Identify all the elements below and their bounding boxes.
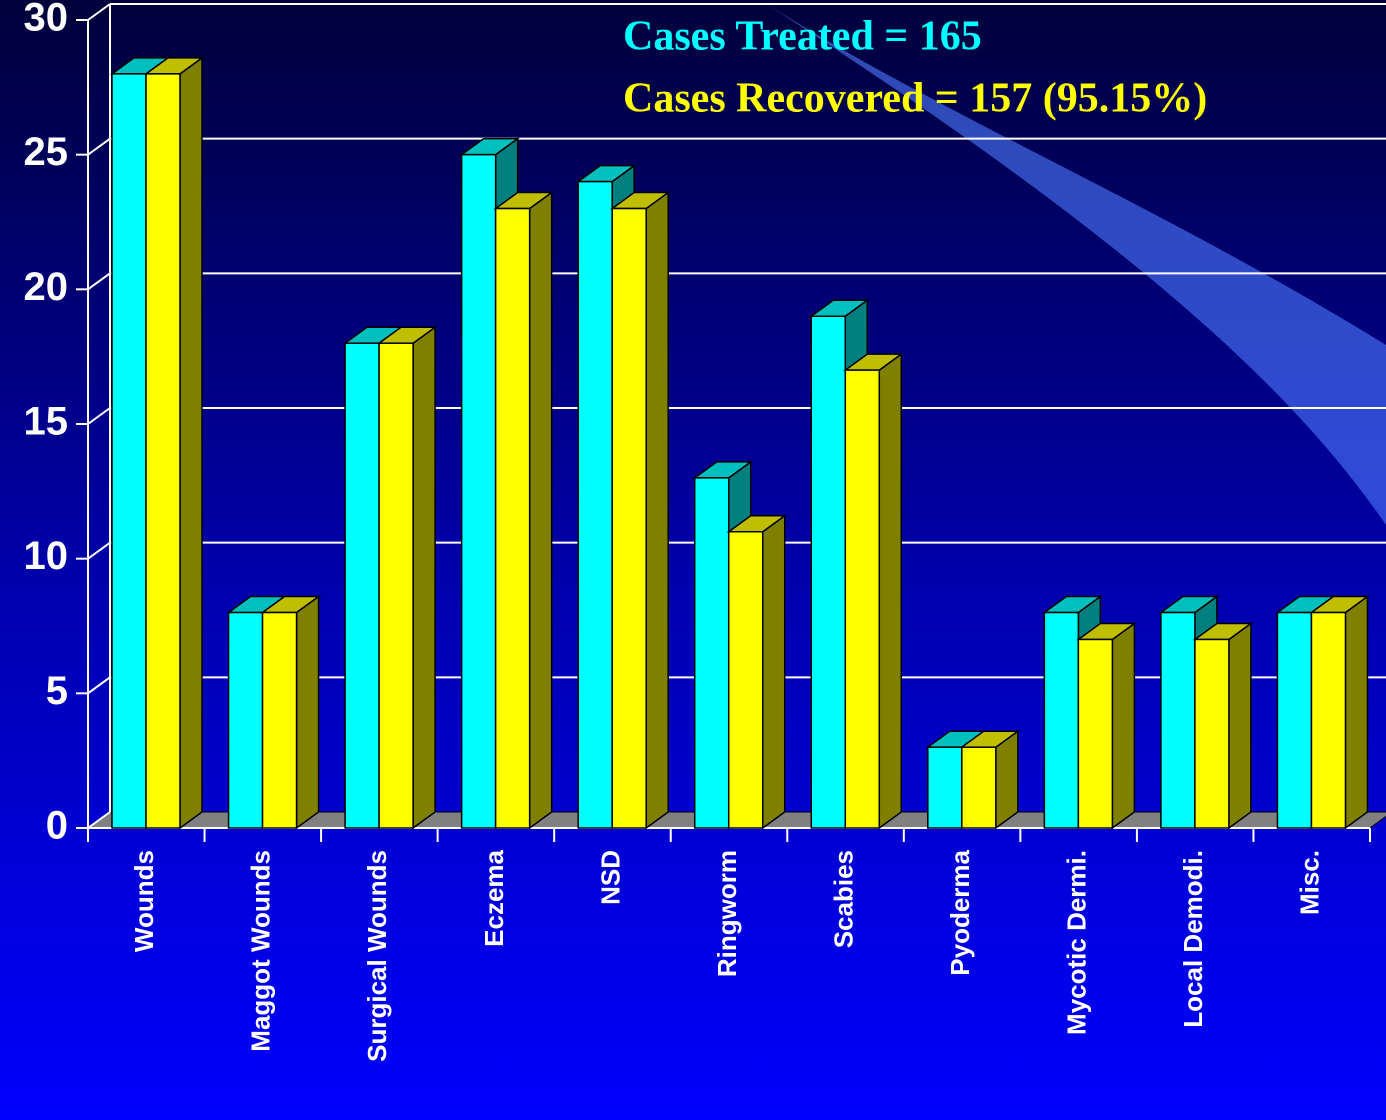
bar-front bbox=[810, 315, 847, 829]
depth-line bbox=[87, 272, 111, 291]
depth-line bbox=[87, 137, 111, 156]
x-tick-label: Pyoderma bbox=[945, 849, 975, 975]
x-tick-label: Mycotic Dermi. bbox=[1062, 850, 1092, 1035]
bar-side-shade bbox=[413, 327, 436, 828]
bar-side-shade bbox=[879, 354, 902, 828]
bar-top-shade bbox=[694, 461, 751, 478]
bar-top-shade bbox=[811, 300, 868, 317]
legend-label: Cases Recovered = 157 (95.15%) bbox=[623, 76, 1207, 122]
bar-top-shade bbox=[612, 192, 669, 209]
bar-top-shade bbox=[495, 192, 552, 209]
bar bbox=[493, 191, 554, 830]
bar bbox=[1076, 621, 1137, 830]
depth-line bbox=[87, 541, 111, 560]
bar-front bbox=[1043, 611, 1080, 829]
bar-top-shade bbox=[345, 327, 402, 344]
bar-top-shade bbox=[1160, 596, 1217, 613]
x-tick-label: Ringworm bbox=[712, 850, 742, 977]
y-tick-label: 10 bbox=[24, 534, 69, 578]
bar-side-shade bbox=[646, 192, 669, 829]
bar-front bbox=[961, 746, 997, 829]
bar-top-shade bbox=[228, 596, 285, 613]
bar-front bbox=[344, 342, 380, 829]
bar-top-shade bbox=[961, 731, 1018, 748]
bar-top-shade bbox=[112, 57, 168, 74]
legend-label: Cases Treated = 165 bbox=[623, 14, 982, 60]
bar-front bbox=[111, 73, 147, 829]
bar-front bbox=[227, 611, 264, 829]
y-tick-label: 20 bbox=[24, 265, 69, 309]
x-tick-label: Maggot Wounds bbox=[246, 850, 276, 1052]
bar bbox=[842, 352, 904, 830]
x-tick-label: Misc. bbox=[1295, 850, 1325, 915]
bar-top-shade bbox=[1311, 596, 1368, 613]
bar-side-shade bbox=[296, 596, 319, 828]
bar-top-shade bbox=[461, 138, 518, 155]
y-tick-label: 25 bbox=[24, 130, 69, 174]
bar-front bbox=[261, 611, 298, 829]
bar-side-shade bbox=[1228, 623, 1251, 828]
bar-side-shade bbox=[1112, 623, 1135, 828]
depth-line bbox=[87, 3, 111, 21]
bar-top-shade bbox=[146, 57, 202, 74]
bar-top-shade bbox=[1078, 623, 1135, 640]
bar-top-shade bbox=[927, 731, 984, 748]
y-tick-label: 0 bbox=[46, 804, 68, 848]
depth-line bbox=[87, 676, 111, 695]
x-tick-label: Local Demodi. bbox=[1178, 850, 1208, 1028]
bar-front bbox=[577, 180, 613, 829]
bar bbox=[260, 595, 321, 830]
x-tick-label: NSD bbox=[595, 850, 625, 905]
bar bbox=[726, 514, 788, 830]
bar-top-shade bbox=[1194, 623, 1251, 640]
bar-side-shade bbox=[762, 515, 785, 828]
bar-top-shade bbox=[578, 165, 635, 182]
bar-front bbox=[494, 207, 531, 829]
bar-front bbox=[1276, 611, 1313, 829]
bar-top-shade bbox=[1277, 596, 1334, 613]
bar bbox=[376, 325, 438, 830]
y-tick-label: 30 bbox=[24, 0, 69, 40]
x-tick-label: Scabies bbox=[828, 850, 858, 948]
bar bbox=[1192, 621, 1254, 830]
bar-side-shade bbox=[180, 57, 202, 829]
bar bbox=[143, 56, 205, 830]
x-tick-label: Surgical Wounds bbox=[362, 850, 392, 1062]
bar-side-shade bbox=[529, 192, 552, 829]
bar-top-shade bbox=[728, 515, 785, 532]
bar bbox=[609, 191, 671, 830]
bar-front bbox=[378, 342, 414, 829]
bar-top-shade bbox=[262, 596, 319, 613]
bar-front bbox=[1310, 611, 1347, 829]
x-tick-label: Eczema bbox=[479, 849, 509, 946]
bar-front bbox=[727, 530, 764, 829]
bar-front bbox=[145, 73, 181, 829]
bar bbox=[1309, 595, 1370, 830]
bar-front bbox=[693, 477, 730, 829]
bar-front bbox=[1160, 611, 1196, 829]
y-tick-label: 15 bbox=[24, 400, 69, 444]
bar-side-shade bbox=[995, 731, 1018, 828]
bar-front bbox=[460, 153, 497, 829]
depth-line bbox=[87, 811, 111, 829]
bar-front bbox=[1077, 638, 1114, 829]
bar-front bbox=[611, 207, 647, 829]
bar-top-shade bbox=[845, 354, 902, 371]
y-tick-label: 5 bbox=[46, 669, 68, 713]
depth-line bbox=[87, 407, 111, 425]
bar-side-shade bbox=[1345, 596, 1368, 828]
bar-top-shade bbox=[1044, 596, 1101, 613]
x-tick-label: Wounds bbox=[129, 850, 159, 952]
bar-front bbox=[927, 746, 963, 829]
bar bbox=[959, 729, 1021, 830]
bar-front bbox=[1194, 638, 1230, 829]
bar-top-shade bbox=[379, 327, 436, 344]
bar-front bbox=[844, 369, 881, 829]
